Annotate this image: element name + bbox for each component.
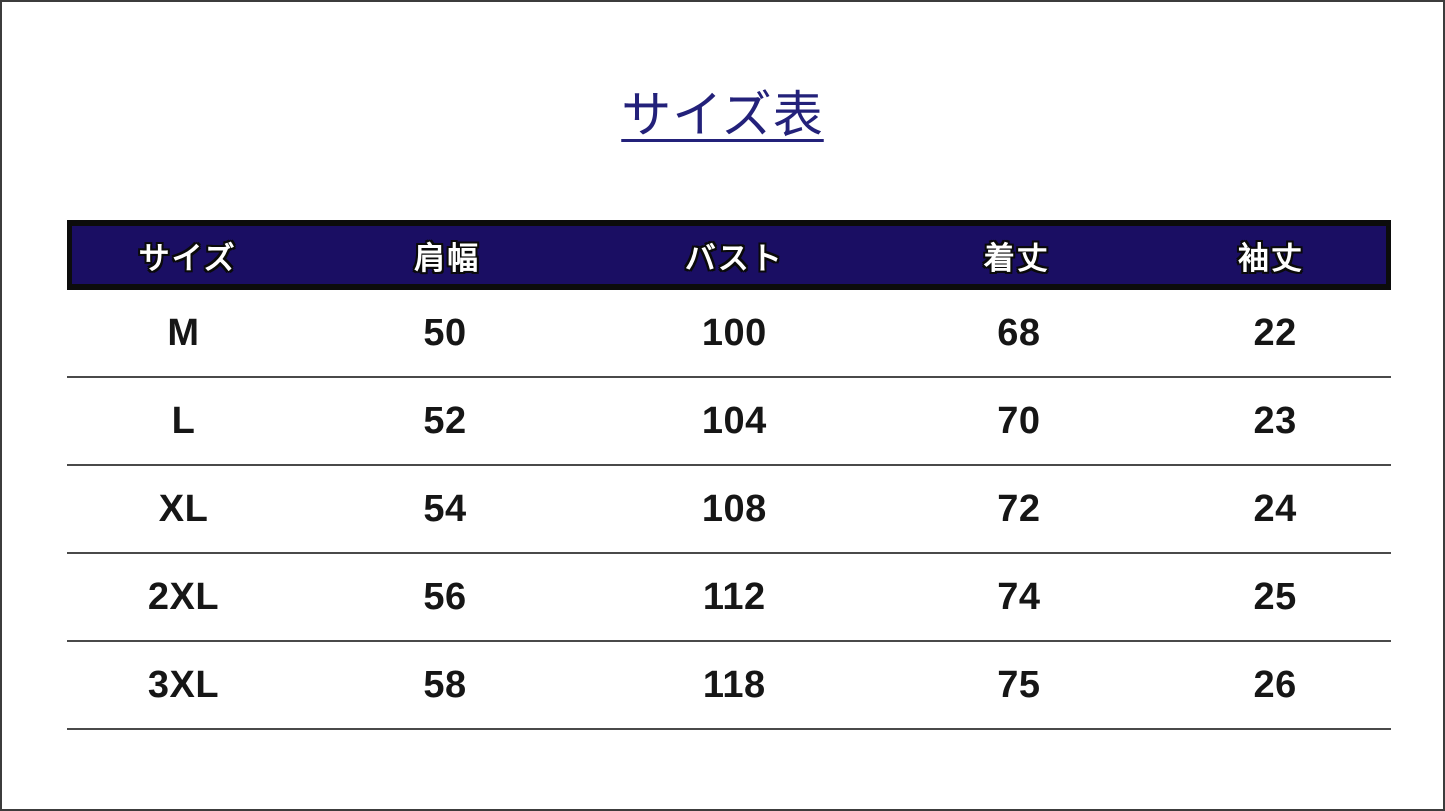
column-header-size: サイズ (138, 240, 237, 276)
sleeve-length-value: 26 (1253, 663, 1297, 706)
bust-value: 100 (701, 311, 767, 354)
size-label: 3XL (147, 663, 220, 706)
shoulder-width-value: 52 (423, 399, 467, 442)
bust-value: 112 (702, 575, 766, 618)
size-label: L (171, 399, 196, 442)
shoulder-width-value: 58 (423, 663, 467, 706)
bust-value: 108 (701, 487, 767, 530)
size-table: サイズ 肩幅 バスト 着丈 袖丈 M 50 100 68 22 L 52 104… (67, 220, 1391, 730)
length-value: 75 (997, 663, 1041, 706)
length-value: 72 (997, 487, 1041, 530)
table-header-row: サイズ 肩幅 バスト 着丈 袖丈 (67, 220, 1391, 290)
column-header-sleeve-length: 袖丈 (1237, 240, 1304, 276)
shoulder-width-value: 54 (423, 487, 467, 530)
table-row-xl: XL 54 108 72 24 (67, 466, 1391, 554)
size-label: M (167, 311, 200, 354)
table-row-l: L 52 104 70 23 (67, 378, 1391, 466)
sleeve-length-value: 25 (1253, 575, 1297, 618)
shoulder-width-value: 56 (423, 575, 467, 618)
length-value: 70 (997, 399, 1041, 442)
bust-value: 118 (702, 663, 766, 706)
page-title: サイズ表 (621, 87, 824, 143)
table-row-2xl: 2XL 56 112 74 25 (67, 554, 1391, 642)
table-row-m: M 50 100 68 22 (67, 290, 1391, 378)
sleeve-length-value: 22 (1253, 311, 1297, 354)
column-header-length: 着丈 (983, 240, 1050, 276)
sleeve-length-value: 23 (1253, 399, 1297, 442)
column-header-bust: バスト (684, 240, 784, 276)
length-value: 74 (997, 575, 1041, 618)
column-header-shoulder-width: 肩幅 (414, 240, 481, 276)
size-label: 2XL (147, 575, 220, 618)
table-row-3xl: 3XL 58 118 75 26 (67, 642, 1391, 730)
size-label: XL (158, 487, 209, 530)
sleeve-length-value: 24 (1253, 487, 1297, 530)
length-value: 68 (997, 311, 1041, 354)
bust-value: 104 (701, 399, 767, 442)
shoulder-width-value: 50 (423, 311, 467, 354)
